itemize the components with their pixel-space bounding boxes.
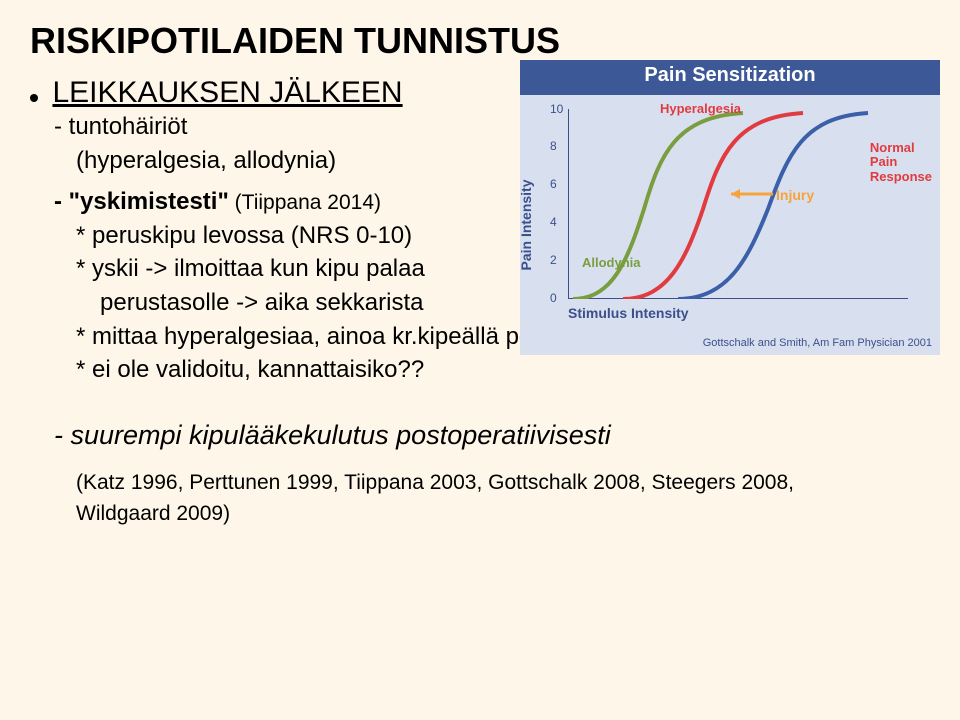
- bullet-1: - tuntohäiriöt (hyperalgesia, allodynia): [30, 110, 510, 177]
- chart-area: Pain Intensity 0 2 4 6 8 10 Hyperalge: [520, 95, 940, 355]
- page-title: RISKIPOTILAIDEN TUNNISTUS: [30, 20, 930, 62]
- label-allodynia: Allodynia: [582, 255, 641, 270]
- ytick-0: 0: [550, 291, 557, 305]
- line-9: (Katz 1996, Perttunen 1999, Tiippana 200…: [76, 467, 826, 530]
- line-7: * ei ole validoitu, kannattaisiko??: [76, 353, 960, 387]
- line-2a: - "yskimistesti": [54, 188, 229, 215]
- label-normal: Normal Pain Response: [870, 141, 932, 184]
- bullet-dot: [30, 94, 38, 102]
- y-axis-label: Pain Intensity: [518, 179, 534, 270]
- ytick-6: 6: [550, 177, 557, 191]
- bullet-2: - "yskimistesti" (Tiippana 2014): [54, 185, 534, 219]
- label-injury: Injury: [776, 187, 814, 203]
- label-hyperalgesia: Hyperalgesia: [660, 101, 741, 116]
- x-axis-label: Stimulus Intensity: [568, 305, 689, 321]
- chart-title: Pain Sensitization: [520, 60, 940, 95]
- line-4: * yskii -> ilmoittaa kun kipu palaa: [76, 252, 556, 286]
- line-1a: - tuntohäiriöt: [54, 113, 187, 140]
- chart-plot: [568, 109, 908, 299]
- chart-citation: Gottschalk and Smith, Am Fam Physician 2…: [703, 337, 932, 349]
- subtitle: LEIKKAUKSEN JÄLKEEN: [52, 76, 402, 109]
- ytick-4: 4: [550, 215, 557, 229]
- ytick-2: 2: [550, 253, 557, 267]
- ytick-10: 10: [550, 102, 563, 116]
- line-3: * peruskipu levossa (NRS 0-10): [76, 219, 556, 253]
- ytick-8: 8: [550, 139, 557, 153]
- line-1b: (hyperalgesia, allodynia): [76, 147, 336, 174]
- line-8: - suurempi kipulääkekulutus postoperatii…: [54, 417, 954, 455]
- line-2b: (Tiippana 2014): [229, 191, 381, 214]
- pain-sensitization-chart: Pain Sensitization Pain Intensity 0 2 4 …: [520, 60, 940, 355]
